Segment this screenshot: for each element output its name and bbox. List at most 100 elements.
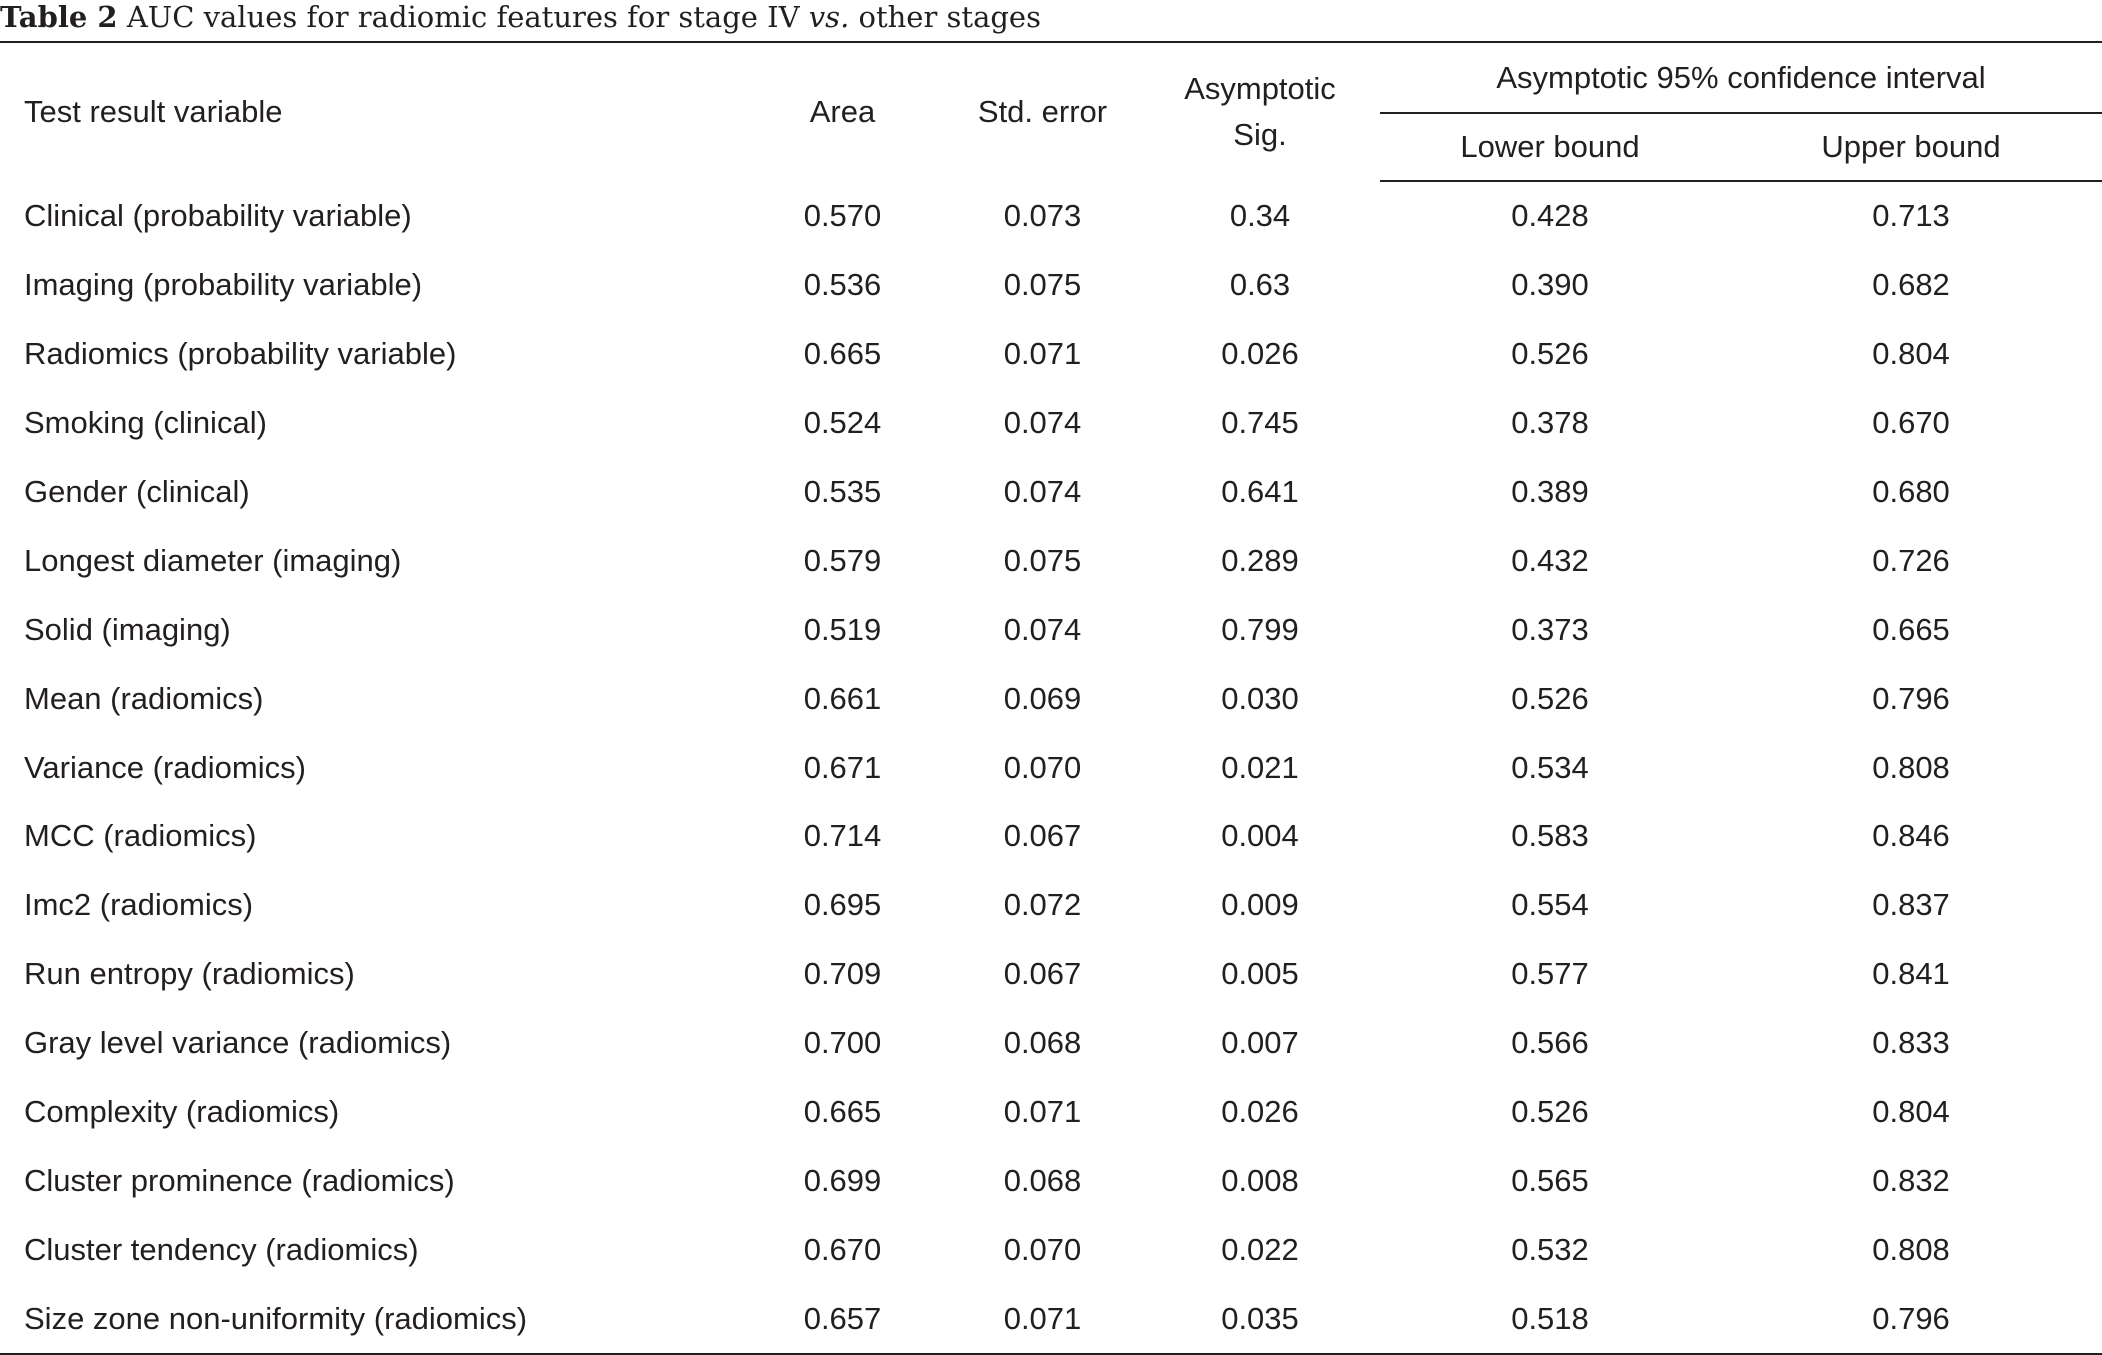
table-row: Clinical (probability variable) 0.570 0.07…	[0, 181, 2102, 251]
cell-upper-bound: 0.670	[1872, 405, 1950, 441]
cell-upper-bound: 0.841	[1872, 956, 1950, 992]
cell-upper-bound: 0.846	[1872, 818, 1950, 854]
cell-std-error: 0.075	[1003, 542, 1082, 578]
cell-std-error: 0.074	[1003, 611, 1082, 647]
cell-upper-bound: 0.665	[1872, 611, 1950, 647]
cell-std-error: 0.072	[1003, 887, 1082, 923]
cell-lower-bound: 0.532	[1511, 1231, 1589, 1267]
cell-area: 0.665	[803, 1094, 882, 1130]
table-row: Longest diameter (imaging) 0.579 0.075 0.28…	[0, 526, 2102, 595]
table-row: Run entropy (radiomics) 0.709 0.067 0.005 0.…	[0, 940, 2102, 1009]
table-row: Variance (radiomics) 0.671 0.070 0.021 0.534…	[0, 733, 2102, 802]
cell-variable: Cluster tendency (radiomics)	[24, 1231, 419, 1267]
cell-std-error: 0.067	[1003, 818, 1082, 854]
cell-asymptotic-sig: 0.745	[1221, 405, 1299, 441]
cell-variable: Imc2 (radiomics)	[24, 887, 254, 923]
cell-variable: Complexity (radiomics)	[24, 1094, 340, 1130]
cell-area: 0.714	[803, 818, 882, 854]
cell-lower-bound: 0.518	[1511, 1300, 1589, 1336]
cell-variable: Imaging (probability variable)	[24, 267, 423, 303]
header-std-error: Std. error	[977, 94, 1108, 129]
cell-std-error: 0.068	[1003, 1162, 1082, 1198]
table-caption: Table 2 AUC values for radiomic features…	[0, 0, 1041, 40]
cell-area: 0.661	[803, 680, 882, 716]
cell-lower-bound: 0.526	[1511, 1094, 1589, 1130]
header-lower-bound: Lower bound	[1380, 112, 1720, 182]
cell-area: 0.524	[803, 405, 882, 441]
cell-asymptotic-sig: 0.34	[1229, 197, 1291, 233]
cell-std-error: 0.074	[1003, 405, 1082, 441]
cell-asymptotic-sig: 0.026	[1221, 336, 1299, 372]
header-area: Area	[809, 94, 876, 129]
cell-std-error: 0.069	[1003, 680, 1082, 716]
cell-upper-bound: 0.796	[1872, 680, 1950, 716]
cell-variable: Run entropy (radiomics)	[24, 956, 355, 992]
cell-area: 0.519	[803, 611, 882, 647]
caption-italic: vs.	[808, 0, 850, 34]
cell-lower-bound: 0.526	[1511, 336, 1589, 372]
cell-asymptotic-sig: 0.009	[1221, 887, 1299, 923]
cell-area: 0.695	[803, 887, 882, 923]
cell-std-error: 0.075	[1003, 267, 1082, 303]
cell-asymptotic-sig: 0.030	[1221, 680, 1299, 716]
caption-text: AUC values for radiomic features for sta…	[117, 0, 809, 34]
cell-upper-bound: 0.796	[1872, 1300, 1950, 1336]
cell-asymptotic-sig: 0.641	[1221, 474, 1299, 509]
cell-lower-bound: 0.554	[1511, 887, 1589, 923]
cell-lower-bound: 0.389	[1511, 474, 1589, 509]
header-variable: Test result variable	[24, 94, 283, 129]
cell-upper-bound: 0.682	[1872, 267, 1950, 303]
cell-lower-bound: 0.565	[1511, 1162, 1589, 1198]
cell-asymptotic-sig: 0.63	[1229, 267, 1291, 303]
cell-area: 0.699	[803, 1162, 882, 1198]
cell-upper-bound: 0.832	[1872, 1162, 1950, 1198]
table-row: Radiomics (probability variable) 0.665 0.0…	[0, 320, 2102, 389]
cell-std-error: 0.071	[1003, 1300, 1082, 1336]
cell-lower-bound: 0.428	[1511, 198, 1589, 234]
cell-asymptotic-sig: 0.005	[1221, 956, 1299, 992]
table-row: MCC (radiomics) 0.714 0.067 0.004 0.583 0.846	[0, 802, 2102, 871]
cell-variable: Gender (clinical)	[24, 474, 250, 509]
cell-variable: Smoking (clinical)	[24, 405, 267, 441]
cell-area: 0.665	[803, 336, 882, 372]
cell-upper-bound: 0.804	[1872, 1094, 1950, 1130]
cell-variable: Longest diameter (imaging)	[24, 542, 402, 578]
cell-asymptotic-sig: 0.021	[1221, 749, 1299, 785]
cell-variable: Variance (radiomics)	[24, 749, 306, 785]
header-asymptotic-sig-line1: Asymptotic	[1184, 71, 1336, 106]
cell-area: 0.709	[803, 956, 882, 992]
cell-std-error: 0.070	[1003, 749, 1082, 785]
table-row: Imc2 (radiomics) 0.695 0.072 0.009 0.554 0.83…	[0, 871, 2102, 940]
cell-std-error: 0.071	[1003, 336, 1082, 372]
table-row: Gray level variance (radiomics) 0.700 0.06…	[0, 1009, 2102, 1078]
header-confidence-interval: Asymptotic 95% confidence interval	[1496, 59, 1986, 95]
table-row: Complexity (radiomics) 0.665 0.071 0.026 0.5…	[0, 1078, 2102, 1147]
auc-table: Test result variable Area Std. error Asy…	[0, 41, 2102, 1355]
cell-variable: Solid (imaging)	[24, 611, 231, 647]
cell-variable: Mean (radiomics)	[24, 680, 264, 716]
table-header: Test result variable Area Std. error Asy…	[0, 42, 2102, 182]
table-row: Smoking (clinical) 0.524 0.074 0.745 0.378 0.…	[0, 389, 2102, 458]
cell-std-error: 0.073	[1003, 197, 1082, 233]
cell-lower-bound: 0.378	[1511, 405, 1589, 441]
cell-upper-bound: 0.804	[1872, 336, 1950, 372]
cell-upper-bound: 0.837	[1872, 887, 1950, 923]
cell-asymptotic-sig: 0.035	[1221, 1300, 1299, 1336]
cell-std-error: 0.068	[1003, 1025, 1082, 1061]
cell-asymptotic-sig: 0.022	[1221, 1231, 1299, 1267]
cell-lower-bound: 0.526	[1511, 680, 1589, 716]
cell-area: 0.536	[803, 267, 882, 303]
table-row: Solid (imaging) 0.519 0.074 0.799 0.373 0.665	[0, 595, 2102, 664]
cell-asymptotic-sig: 0.799	[1221, 611, 1299, 647]
cell-area: 0.570	[803, 197, 882, 233]
header-asymptotic-sig-line2: Sig.	[1233, 117, 1287, 152]
cell-asymptotic-sig: 0.289	[1221, 542, 1299, 578]
cell-variable: MCC (radiomics)	[24, 818, 257, 854]
cell-variable: Size zone non-uniformity (radiomics)	[24, 1300, 528, 1336]
cell-lower-bound: 0.373	[1511, 611, 1589, 647]
cell-lower-bound: 0.432	[1511, 542, 1589, 578]
cell-upper-bound: 0.713	[1872, 198, 1950, 234]
cell-asymptotic-sig: 0.008	[1221, 1162, 1299, 1198]
cell-area: 0.657	[803, 1300, 882, 1336]
table-row: Gender (clinical) 0.535 0.074 0.641 0.389 0.6…	[0, 458, 2102, 527]
